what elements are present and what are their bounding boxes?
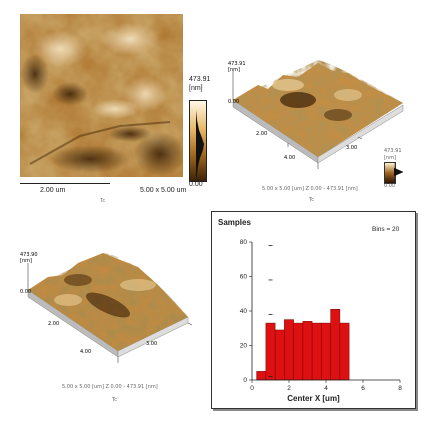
z-axis-max: 473.90 — [20, 252, 38, 258]
axis-label-4: 4.00 — [80, 349, 91, 355]
y-tick-label: 60 — [240, 274, 248, 281]
histogram-bar — [339, 322, 350, 381]
afm-3d-view-bottom: 473.90 [nm] 0.00 2.00 4.00 3.00 — [20, 252, 193, 363]
histogram-chart: 0 20 40 60 80 0 2 4 6 8 — [240, 239, 402, 392]
colorbar-unit-label: [nm] — [189, 85, 203, 92]
histogram-panel: Samples Bins = 20 0 20 40 60 80 0 2 4 6 8 Center … — [211, 211, 416, 409]
mini-colorbar-max: 473.91 — [384, 148, 402, 154]
x-tick-label: 6 — [361, 385, 365, 392]
afm-height-image — [20, 14, 183, 177]
z-axis-unit: [nm] — [228, 67, 240, 73]
x-axis-title: Center X [um] — [287, 394, 340, 403]
axis-label-2: 2.00 — [256, 131, 267, 137]
axis-label-2: 2.00 — [48, 321, 59, 327]
mini-colorbar-unit: [nm] — [384, 155, 396, 161]
histogram-bar — [256, 371, 267, 381]
colorbar-max-label: 473.91 — [189, 76, 211, 83]
y-tick-label: 80 — [240, 239, 248, 246]
z-axis-max: 473.91 — [228, 61, 246, 67]
view-info-top: 5.00 x 5.00 [um] Z 0.00 - 473.91 [nm] — [262, 186, 358, 192]
colorbar-min-label: 0.00 — [189, 181, 203, 188]
colorbar-height-distribution — [196, 100, 204, 180]
view-caption-top: Tc — [309, 197, 314, 203]
scan-size-label: 5.00 x 5.00 um — [140, 187, 187, 194]
histogram-bar — [321, 322, 331, 381]
axis-label-3: 3.00 — [146, 341, 157, 347]
scale-bar — [20, 183, 110, 184]
z-axis-unit: [nm] — [20, 258, 32, 264]
x-tick-label: 2 — [287, 385, 291, 392]
z-axis-min: 0.00 — [228, 99, 239, 105]
axis-label-3: 3.00 — [346, 145, 357, 151]
histogram-bar — [293, 322, 304, 381]
view-info-bottom: 5.00 x 5.00 [um] Z 0.00 - 473.91 [nm] — [62, 384, 158, 390]
histogram-bar — [302, 321, 313, 381]
histogram-bar — [284, 319, 294, 381]
histogram-title: Samples — [218, 218, 251, 227]
y-tick-label: 40 — [240, 308, 248, 315]
histogram-bar — [330, 309, 341, 381]
view-caption-bottom: Tc — [112, 397, 117, 403]
mini-colorbar-min: 0.00 — [384, 183, 396, 189]
z-axis-min: 0.00 — [20, 289, 31, 295]
bins-label: Bins = 20 — [372, 226, 400, 233]
x-tick-label: 4 — [324, 385, 328, 392]
histogram-bar — [265, 322, 276, 381]
image-caption: Tc — [100, 198, 105, 204]
histogram-bar — [311, 322, 322, 381]
axis-label-4: 4.00 — [284, 155, 295, 161]
mini-colorbar-distribution — [394, 162, 404, 184]
histogram-bar — [274, 329, 285, 381]
y-tick-label: 0 — [243, 377, 247, 384]
afm-3d-view-top: 473.91 [nm] 0.00 2.00 4.00 3.00 — [228, 60, 404, 169]
scale-bar-label: 2.00 um — [40, 187, 66, 194]
x-tick-label: 0 — [250, 385, 254, 392]
x-tick-label: 8 — [398, 385, 402, 392]
y-tick-label: 20 — [240, 343, 248, 350]
